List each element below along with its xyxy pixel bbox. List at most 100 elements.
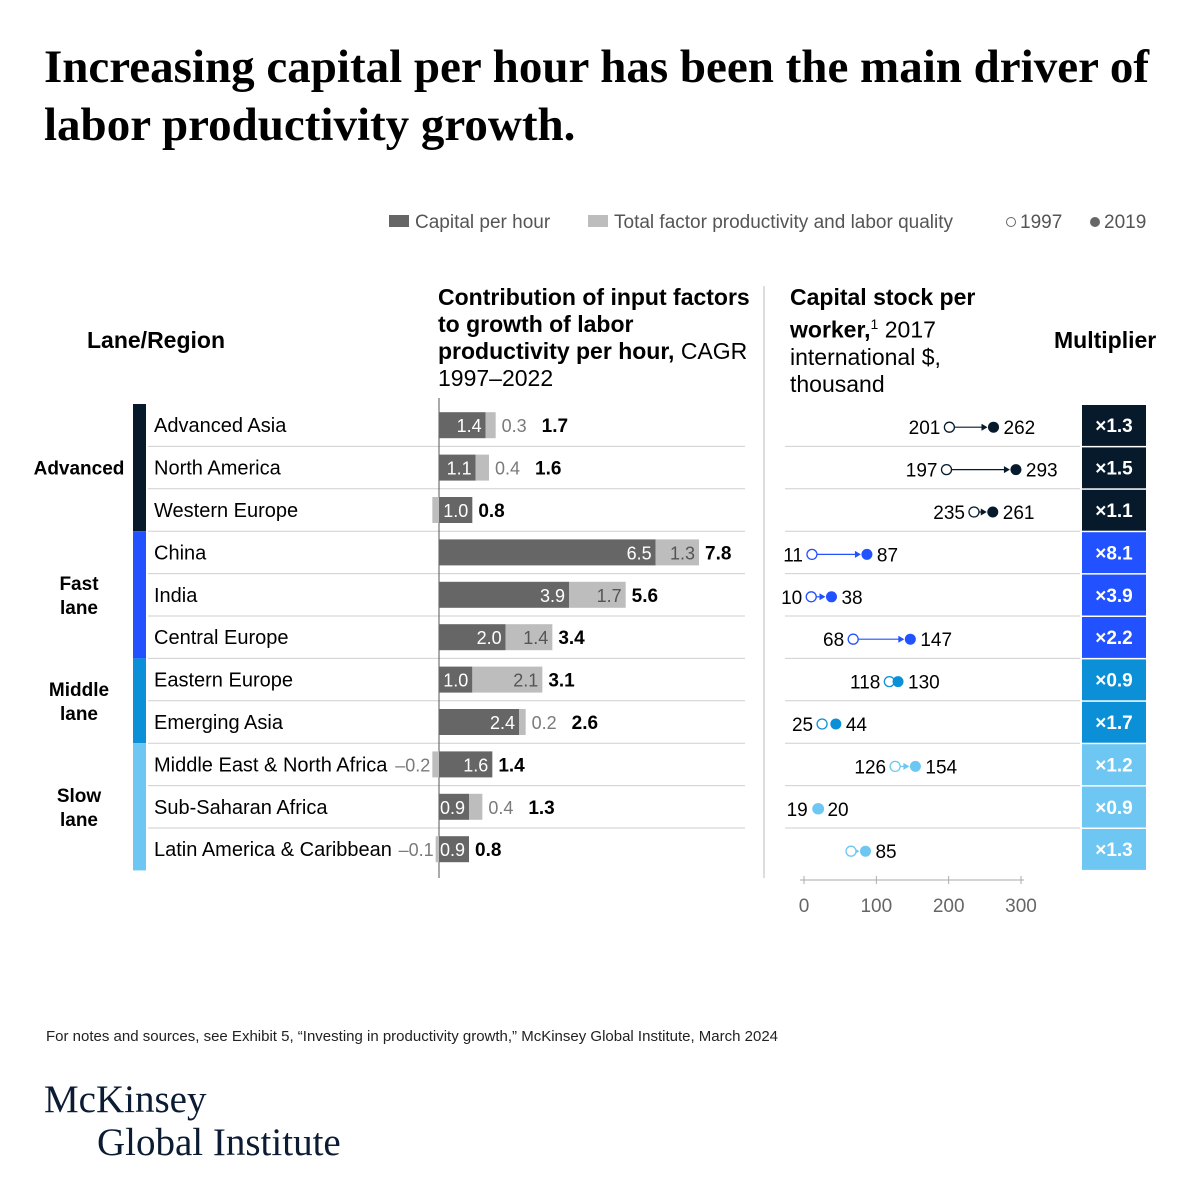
dot-arrowhead-india <box>819 593 826 601</box>
multiplier-box-middle-east-and-north-africa <box>1082 744 1146 786</box>
brand-line-2: Global Institute <box>97 1121 341 1164</box>
multiplier-value: ×1.1 <box>1095 501 1133 522</box>
multiplier-box-china <box>1082 532 1146 574</box>
dot-x-tick-label: 300 <box>1005 896 1037 917</box>
bar-capital-india <box>439 581 569 608</box>
dot-1997-north-america <box>940 463 953 476</box>
multiplier-value: ×3.9 <box>1095 586 1133 607</box>
bar-capital-western-europe <box>439 497 473 523</box>
bar-capital-value: 6.5 <box>627 543 652 563</box>
bar-capital-value: 1.4 <box>457 416 482 436</box>
multiplier-box-advanced-asia <box>1082 405 1146 446</box>
region-label-north-america: North America <box>154 458 282 480</box>
bar-capital-middle-east-and-north-africa <box>439 751 493 778</box>
dot-2019-value: 147 <box>920 630 952 651</box>
legend-1997-marker <box>1006 217 1016 227</box>
region-label-emerging-asia: Emerging Asia <box>154 712 284 734</box>
bar-total-value: 0.8 <box>478 501 504 522</box>
multiplier-box-emerging-asia <box>1082 701 1146 743</box>
legend-2019: 2019 <box>1090 212 1146 234</box>
header-capital-stock-rest: 2017 international $, thousand <box>790 316 941 397</box>
dot-2019-value: 19 <box>787 800 808 821</box>
bar-tfp-value: 0.2 <box>532 713 557 733</box>
lane-strip-fast-lane <box>133 531 146 659</box>
region-label-central-europe: Central Europe <box>154 627 289 649</box>
dot-2019-advanced-asia <box>988 421 1000 433</box>
bar-capital-value: 0.9 <box>440 840 465 860</box>
dot-2019-value: 130 <box>908 673 940 694</box>
legend-capital-swatch <box>389 215 409 227</box>
dot-1997-value: 201 <box>909 418 941 439</box>
dot-arrowhead-china <box>854 550 861 558</box>
bar-tfp-eastern-europe <box>472 666 543 693</box>
region-label-india: India <box>154 585 198 607</box>
dot-arrowhead-middle-east-and-north-africa <box>903 762 910 770</box>
bar-total-value: 7.8 <box>705 543 731 564</box>
dot-1997-advanced-asia <box>943 421 956 433</box>
lane-strip-middle-lane <box>133 658 146 744</box>
bar-tfp-value: 0.4 <box>495 459 520 479</box>
bar-tfp-value: 1.4 <box>523 628 548 648</box>
region-label-latin-america-and-caribbean: Latin America & Caribbean <box>154 839 392 861</box>
multiplier-box-central-europe <box>1082 617 1146 658</box>
dot-2019-value: 262 <box>1004 418 1036 439</box>
bar-capital-value: 2.4 <box>490 713 515 733</box>
chart-title: Increasing capital per hour has been the… <box>44 41 1149 151</box>
dot-1997-value: 126 <box>854 757 886 778</box>
header-contribution-bold: Contribution of input factors to growth … <box>438 284 750 364</box>
bar-total-value: 1.3 <box>528 798 554 819</box>
bar-capital-central-europe <box>439 624 506 651</box>
bar-total-value: 1.7 <box>542 416 568 437</box>
dot-1997-value: 20 <box>827 800 848 821</box>
multiplier-value: ×1.5 <box>1095 459 1133 480</box>
bar-tfp-north-america <box>475 454 489 481</box>
dot-2019-value: 154 <box>925 757 957 778</box>
brand-logo: McKinsey Global Institute <box>44 1078 341 1164</box>
lane-strip-slow-lane <box>133 743 146 871</box>
bar-tfp-value: –0.1 <box>399 840 434 860</box>
dot-1997-value: 197 <box>906 461 938 482</box>
bar-tfp-value: 0.4 <box>488 798 513 818</box>
header-multiplier: Multiplier <box>1054 327 1157 353</box>
dot-1997-emerging-asia <box>816 718 828 730</box>
dot-arrowhead-central-europe <box>898 635 905 643</box>
legend-2019-marker <box>1090 217 1100 227</box>
bar-tfp-advanced-asia <box>485 412 496 439</box>
bar-capital-value: 1.0 <box>443 501 468 521</box>
region-label-advanced-asia: Advanced Asia <box>154 415 287 437</box>
lane-label-fast-lane: Fast lane <box>59 574 99 619</box>
multiplier-box-north-america <box>1082 447 1146 489</box>
dot-1997-value: 25 <box>792 715 813 736</box>
header-capital-stock-bold: Capital stock per worker, <box>790 284 976 343</box>
bar-total-value: 0.8 <box>475 840 501 861</box>
bar-total-value: 1.6 <box>535 459 561 480</box>
lane-label-slow-lane: Slow lane <box>57 786 102 831</box>
bar-tfp-value: –0.2 <box>395 755 430 775</box>
legend-tfp: Total factor productivity and labor qual… <box>588 212 953 234</box>
multiplier-value: ×1.3 <box>1095 416 1133 437</box>
bar-capital-north-america <box>439 454 476 481</box>
dot-2019-value: 85 <box>875 842 896 863</box>
multiplier-box-latin-america-and-caribbean <box>1082 829 1146 870</box>
dot-2019-western-europe <box>987 506 999 518</box>
multiplier-value: ×1.2 <box>1095 755 1133 776</box>
bar-tfp-value: 0.3 <box>502 416 527 436</box>
multiplier-box-sub-saharan-africa <box>1082 786 1146 828</box>
dot-2019-value: 87 <box>877 545 898 566</box>
dot-2019-value: 293 <box>1026 461 1058 482</box>
legend-capital-label: Capital per hour <box>415 212 551 233</box>
bar-capital-value: 3.9 <box>540 586 565 606</box>
multiplier-box-eastern-europe <box>1082 659 1146 701</box>
region-label-sub-saharan-africa: Sub-Saharan Africa <box>154 797 328 819</box>
dot-2019-middle-east-and-north-africa <box>909 760 921 772</box>
dot-arrowhead-north-america <box>1003 466 1010 474</box>
bar-capital-value: 1.6 <box>463 755 488 775</box>
bar-total-value: 2.6 <box>572 713 598 734</box>
dot-1997-value: 68 <box>823 630 844 651</box>
bar-tfp-latin-america-and-caribbean <box>435 836 439 863</box>
bar-tfp-value: 1.7 <box>597 586 622 606</box>
dot-arrowhead-advanced-asia <box>981 423 988 431</box>
bar-capital-eastern-europe <box>439 666 473 693</box>
dot-2019-value: 38 <box>841 588 862 609</box>
dot-2019-latin-america-and-caribbean <box>859 845 871 857</box>
